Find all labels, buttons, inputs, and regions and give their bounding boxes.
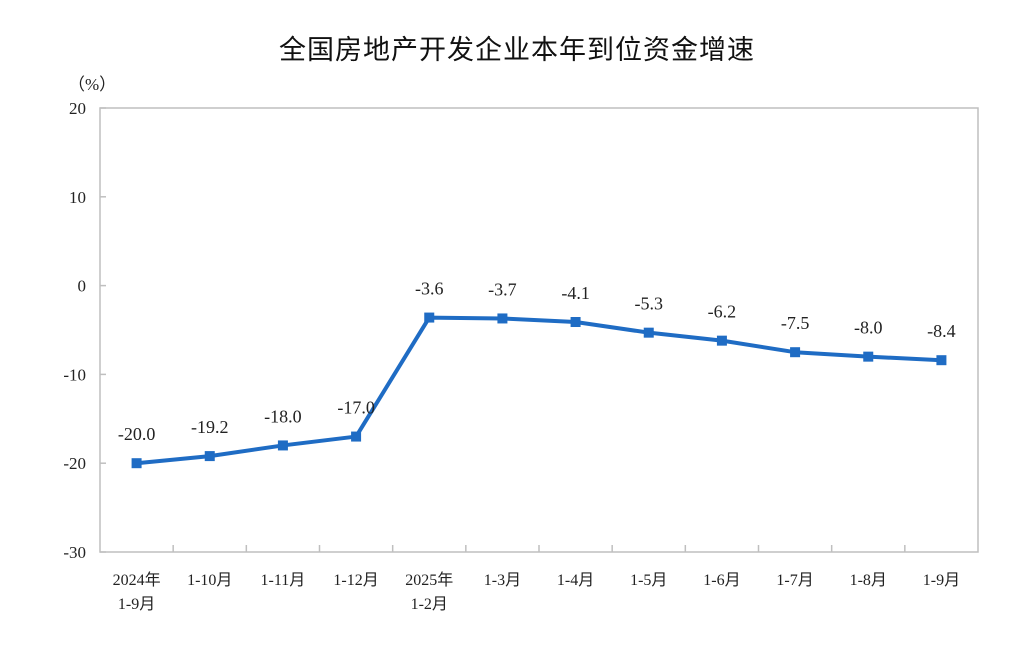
data-label: -17.0 <box>337 398 375 418</box>
data-point <box>570 317 581 328</box>
data-label: -6.2 <box>708 302 737 322</box>
x-tick-label: 2024年 <box>113 571 161 589</box>
data-point <box>643 327 654 338</box>
data-point <box>936 355 947 366</box>
x-tick-label: 1-6月 <box>703 572 740 589</box>
x-tick-label: 1-11月 <box>261 572 306 589</box>
data-label: -3.7 <box>488 279 517 299</box>
data-label: -8.4 <box>927 321 956 341</box>
data-point <box>863 351 874 362</box>
x-tick-label: 1-7月 <box>776 572 813 589</box>
plot-frame <box>99 107 979 553</box>
data-point <box>351 431 362 442</box>
x-tick-label: 1-9月 <box>118 596 155 613</box>
data-label: -19.2 <box>191 417 229 437</box>
y-tick-label: -10 <box>63 365 86 384</box>
x-tick-label: 1-2月 <box>411 596 448 613</box>
x-tick-label: 2025年 <box>405 571 453 589</box>
data-label: -5.3 <box>635 294 664 314</box>
y-tick-label: 10 <box>69 188 86 207</box>
data-label: -4.1 <box>561 283 590 303</box>
data-label: -3.6 <box>415 279 444 299</box>
data-label: -7.5 <box>781 313 810 333</box>
data-point <box>497 313 508 324</box>
data-point <box>277 440 288 451</box>
data-label: -18.0 <box>264 406 302 426</box>
x-tick-label: 1-4月 <box>557 572 594 589</box>
data-point <box>424 312 435 323</box>
y-tick-label: 0 <box>78 277 87 296</box>
x-tick-label: 1-5月 <box>630 572 667 589</box>
data-label: -8.0 <box>854 318 883 338</box>
series-line <box>136 315 942 466</box>
y-tick-label: 20 <box>69 99 86 118</box>
chart-title: 全国房地产开发企业本年到位资金增速 <box>279 35 755 66</box>
y-tick-label: -20 <box>63 454 86 473</box>
x-tick-label: 1-9月 <box>923 572 960 589</box>
x-tick-label: 1-12月 <box>333 572 378 589</box>
x-tick-label: 1-3月 <box>484 572 521 589</box>
data-point <box>204 451 215 462</box>
data-label: -20.0 <box>118 424 156 444</box>
y-axis-unit-label: （%） <box>68 75 117 94</box>
data-point <box>790 347 801 358</box>
y-tick-label: -30 <box>63 543 86 562</box>
data-point <box>716 335 727 346</box>
data-point <box>131 458 142 469</box>
x-tick-label: 1-8月 <box>850 572 887 589</box>
x-tick-label: 1-10月 <box>187 572 232 589</box>
